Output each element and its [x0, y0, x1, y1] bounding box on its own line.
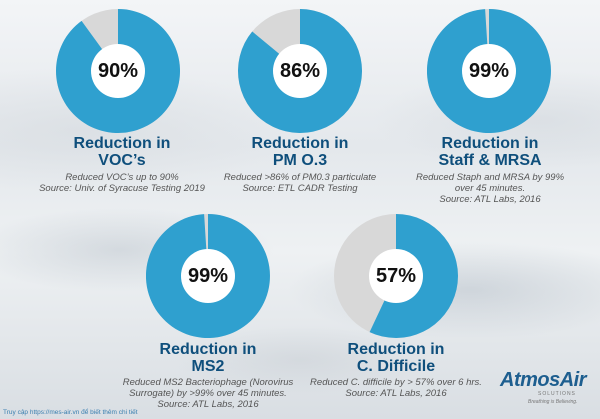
- chart-note-cdiff-line1: Reduced C. difficile by > 57% over 6 hrs…: [310, 377, 482, 388]
- chart-note-mrsa: Reduced Staph and MRSA by 99% over 45 mi…: [380, 172, 600, 205]
- donut-hole-pm: [273, 44, 327, 98]
- chart-title-cdiff-line2: C. Difficile: [356, 358, 436, 375]
- chart-title-ms2: Reduction in MS2: [108, 341, 308, 375]
- donut-label-voc: 90%: [97, 59, 139, 82]
- donut-svg-mrsa: [427, 9, 551, 133]
- atmosair-logo: AtmosAir SOLUTIONS Breathing is Believin…: [498, 367, 594, 411]
- logo-brand: AtmosAir: [500, 369, 587, 391]
- logo-tagline: Breathing is Believing.: [528, 399, 578, 405]
- chart-note-ms2-line2: Surrogate) by >99% over 45 minutes.: [129, 388, 287, 399]
- chart-note-ms2: Reduced MS2 Bacteriophage (Norovirus Sur…: [98, 377, 318, 410]
- donut-chart-ms2: 99%: [146, 214, 270, 338]
- chart-note-cdiff: Reduced C. difficile by > 57% over 6 hrs…: [286, 377, 506, 399]
- donut-svg-voc: [56, 9, 180, 133]
- donut-label-ms2: 99%: [187, 264, 229, 287]
- chart-title-ms2-line1: Reduction in: [159, 341, 257, 358]
- chart-title-voc-line2: VOC’s: [98, 152, 146, 169]
- chart-note-pm: Reduced >86% of PM0.3 particulate Source…: [190, 172, 410, 194]
- chart-title-mrsa-line1: Reduction in: [441, 135, 539, 152]
- chart-title-ms2-line2: MS2: [191, 358, 225, 375]
- chart-note-voc-line1: Reduced VOC’s up to 90%: [65, 172, 179, 183]
- donut-svg-pm: [238, 9, 362, 133]
- donut-hole-ms2: [181, 249, 235, 303]
- chart-title-pm: Reduction in PM O.3: [200, 135, 400, 169]
- chart-note-voc: Reduced VOC’s up to 90% Source: Univ. of…: [12, 172, 232, 194]
- chart-title-voc: Reduction in VOC’s: [22, 135, 222, 169]
- donut-chart-cdiff: 57%: [334, 214, 458, 338]
- chart-note-voc-line2: Source: Univ. of Syracuse Testing 2019: [39, 183, 205, 194]
- donut-hole-voc: [91, 44, 145, 98]
- chart-note-pm-line1: Reduced >86% of PM0.3 particulate: [223, 172, 377, 183]
- donut-chart-mrsa: 99%: [427, 9, 551, 133]
- chart-title-voc-line1: Reduction in: [73, 135, 171, 152]
- logo-sub: SOLUTIONS: [538, 391, 576, 397]
- chart-title-mrsa: Reduction in Staff & MRSA: [390, 135, 590, 169]
- chart-note-ms2-line3: Source: ATL Labs, 2016: [157, 399, 259, 410]
- donut-hole-mrsa: [462, 44, 516, 98]
- donut-chart-pm: 86%: [238, 9, 362, 133]
- donut-label-cdiff: 57%: [375, 264, 417, 287]
- chart-note-mrsa-line3: Source: ATL Labs, 2016: [439, 194, 541, 205]
- chart-note-mrsa-line1: Reduced Staph and MRSA by 99%: [415, 172, 565, 183]
- donut-label-pm: 86%: [279, 59, 321, 82]
- chart-note-pm-line2: Source: ETL CADR Testing: [242, 183, 358, 194]
- chart-title-pm-line1: Reduction in: [251, 135, 349, 152]
- donut-svg-cdiff: [334, 214, 458, 338]
- donut-hole-cdiff: [369, 249, 423, 303]
- chart-title-pm-line2: PM O.3: [272, 152, 328, 169]
- chart-note-mrsa-line2: over 45 minutes.: [454, 183, 526, 194]
- donut-chart-voc: 90%: [56, 9, 180, 133]
- chart-title-mrsa-line2: Staff & MRSA: [438, 152, 542, 169]
- footer-link-text[interactable]: Truy cập https://mes-air.vn để biết thêm…: [3, 409, 138, 416]
- chart-title-cdiff: Reduction in C. Difficile: [296, 341, 496, 375]
- chart-note-cdiff-line2: Source: ATL Labs, 2016: [345, 388, 447, 399]
- donut-label-mrsa: 99%: [468, 59, 510, 82]
- donut-svg-ms2: [146, 214, 270, 338]
- chart-note-ms2-line1: Reduced MS2 Bacteriophage (Norovirus: [122, 377, 294, 388]
- chart-title-cdiff-line1: Reduction in: [347, 341, 445, 358]
